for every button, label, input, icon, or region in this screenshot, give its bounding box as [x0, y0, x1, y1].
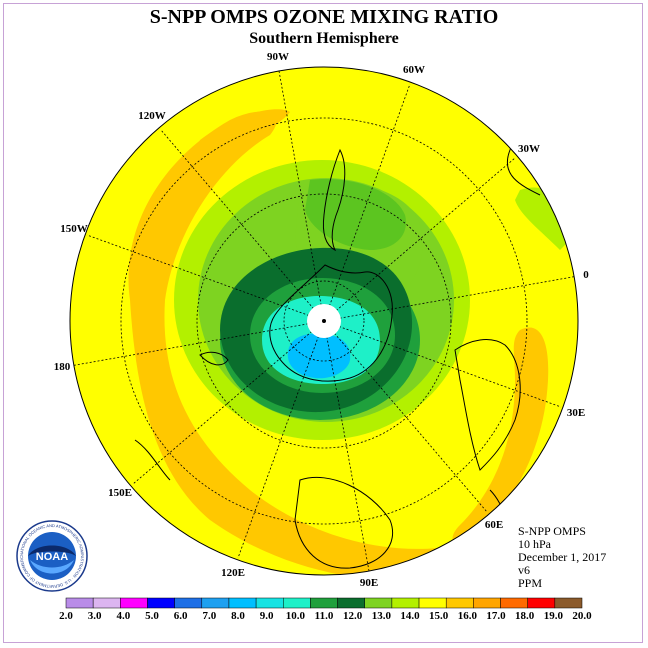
colorbar-label: 12.0 — [343, 610, 363, 622]
map-subtitle: Southern Hemisphere — [249, 30, 399, 47]
lon-label-60e: 60E — [485, 519, 503, 531]
colorbar-swatch — [201, 597, 230, 609]
band-16-17-east — [452, 327, 549, 545]
info-date: December 1, 2017 — [518, 550, 607, 564]
lon-label-0: 0 — [583, 269, 589, 281]
noaa-logo-text: NOAA — [36, 551, 68, 563]
lon-label-120w: 120W — [138, 110, 166, 122]
colorbar-swatch — [255, 597, 284, 609]
colorbar-label: 13.0 — [372, 610, 392, 622]
colorbar-label: 6.0 — [174, 610, 188, 622]
colorbar-label: 20.0 — [572, 610, 592, 622]
noaa-logo: NOAA NATIONAL OCEANIC AND ATMOSPHERIC AD… — [16, 520, 88, 592]
south-pole-dot — [322, 319, 326, 323]
colorbar-swatch — [228, 597, 257, 609]
lon-label-30e: 30E — [567, 407, 585, 419]
graticule — [70, 70, 578, 572]
info-version: v6 — [518, 563, 530, 577]
band-8-9 — [287, 333, 351, 379]
colorbar-swatch — [283, 597, 311, 609]
colorbar-swatch — [391, 597, 420, 609]
lon-label-180: 180 — [54, 361, 71, 373]
lon-label-30w: 30W — [518, 143, 540, 155]
colorbar-swatch — [364, 597, 393, 609]
colorbar-swatch — [147, 597, 175, 609]
lon-label-90e: 90E — [360, 577, 378, 589]
colorbar-swatch — [527, 597, 556, 609]
info-pressure: 10 hPa — [518, 537, 551, 551]
colorbar-swatch — [337, 597, 365, 609]
band-12-13-north — [305, 179, 406, 250]
colorbar-swatch — [500, 597, 528, 609]
lon-label-150e: 150E — [108, 487, 132, 499]
colorbar-label: 2.0 — [59, 610, 73, 622]
colorbar-swatch — [445, 597, 474, 609]
coastlines — [134, 79, 541, 569]
map-title: S-NPP OMPS OZONE MIXING RATIO — [149, 6, 499, 28]
colorbar-swatch — [473, 597, 501, 609]
colorbar-label: 3.0 — [88, 610, 102, 622]
longitude-labels: 90W 60W 30W 0 30E 60E 90E 120E 150E 180 … — [54, 51, 590, 589]
colorbar-swatch — [120, 597, 148, 609]
colorbar-label: 14.0 — [400, 610, 420, 622]
colorbar: 2.0 3.0 4.0 5.0 6.0 7.0 8.0 9.0 10.0 11.0 12.0 13.0… — [59, 597, 592, 622]
info-units: PPM — [518, 576, 543, 590]
colorbar-swatch — [92, 597, 121, 609]
colorbar-swatch — [418, 597, 447, 609]
colorbar-label: 4.0 — [116, 610, 130, 622]
colorbar-swatch — [174, 597, 203, 609]
colorbar-label: 8.0 — [231, 610, 245, 622]
info-satellite: S-NPP OMPS — [518, 524, 586, 538]
lon-label-150w: 150W — [60, 223, 88, 235]
colorbar-label: 18.0 — [515, 610, 535, 622]
colorbar-label: 11.0 — [315, 610, 334, 622]
colorbar-label: 9.0 — [260, 610, 274, 622]
lon-label-90w: 90W — [267, 51, 289, 63]
lon-label-60w: 60W — [403, 64, 425, 76]
colorbar-label: 15.0 — [429, 610, 449, 622]
ozone-field — [70, 67, 578, 575]
lon-label-120e: 120E — [221, 567, 245, 579]
colorbar-swatch — [310, 597, 338, 609]
colorbar-label: 7.0 — [202, 610, 216, 622]
colorbar-label: 5.0 — [145, 610, 159, 622]
colorbar-label: 16.0 — [458, 610, 478, 622]
colorbar-swatch — [65, 597, 94, 609]
colorbar-label: 19.0 — [544, 610, 564, 622]
map-boundary — [69, 66, 579, 576]
colorbar-label: 10.0 — [286, 610, 306, 622]
colorbar-label: 17.0 — [486, 610, 506, 622]
band-16-17-west — [128, 111, 489, 575]
colorbar-swatch — [554, 597, 583, 609]
band-16-17-north — [196, 109, 290, 168]
